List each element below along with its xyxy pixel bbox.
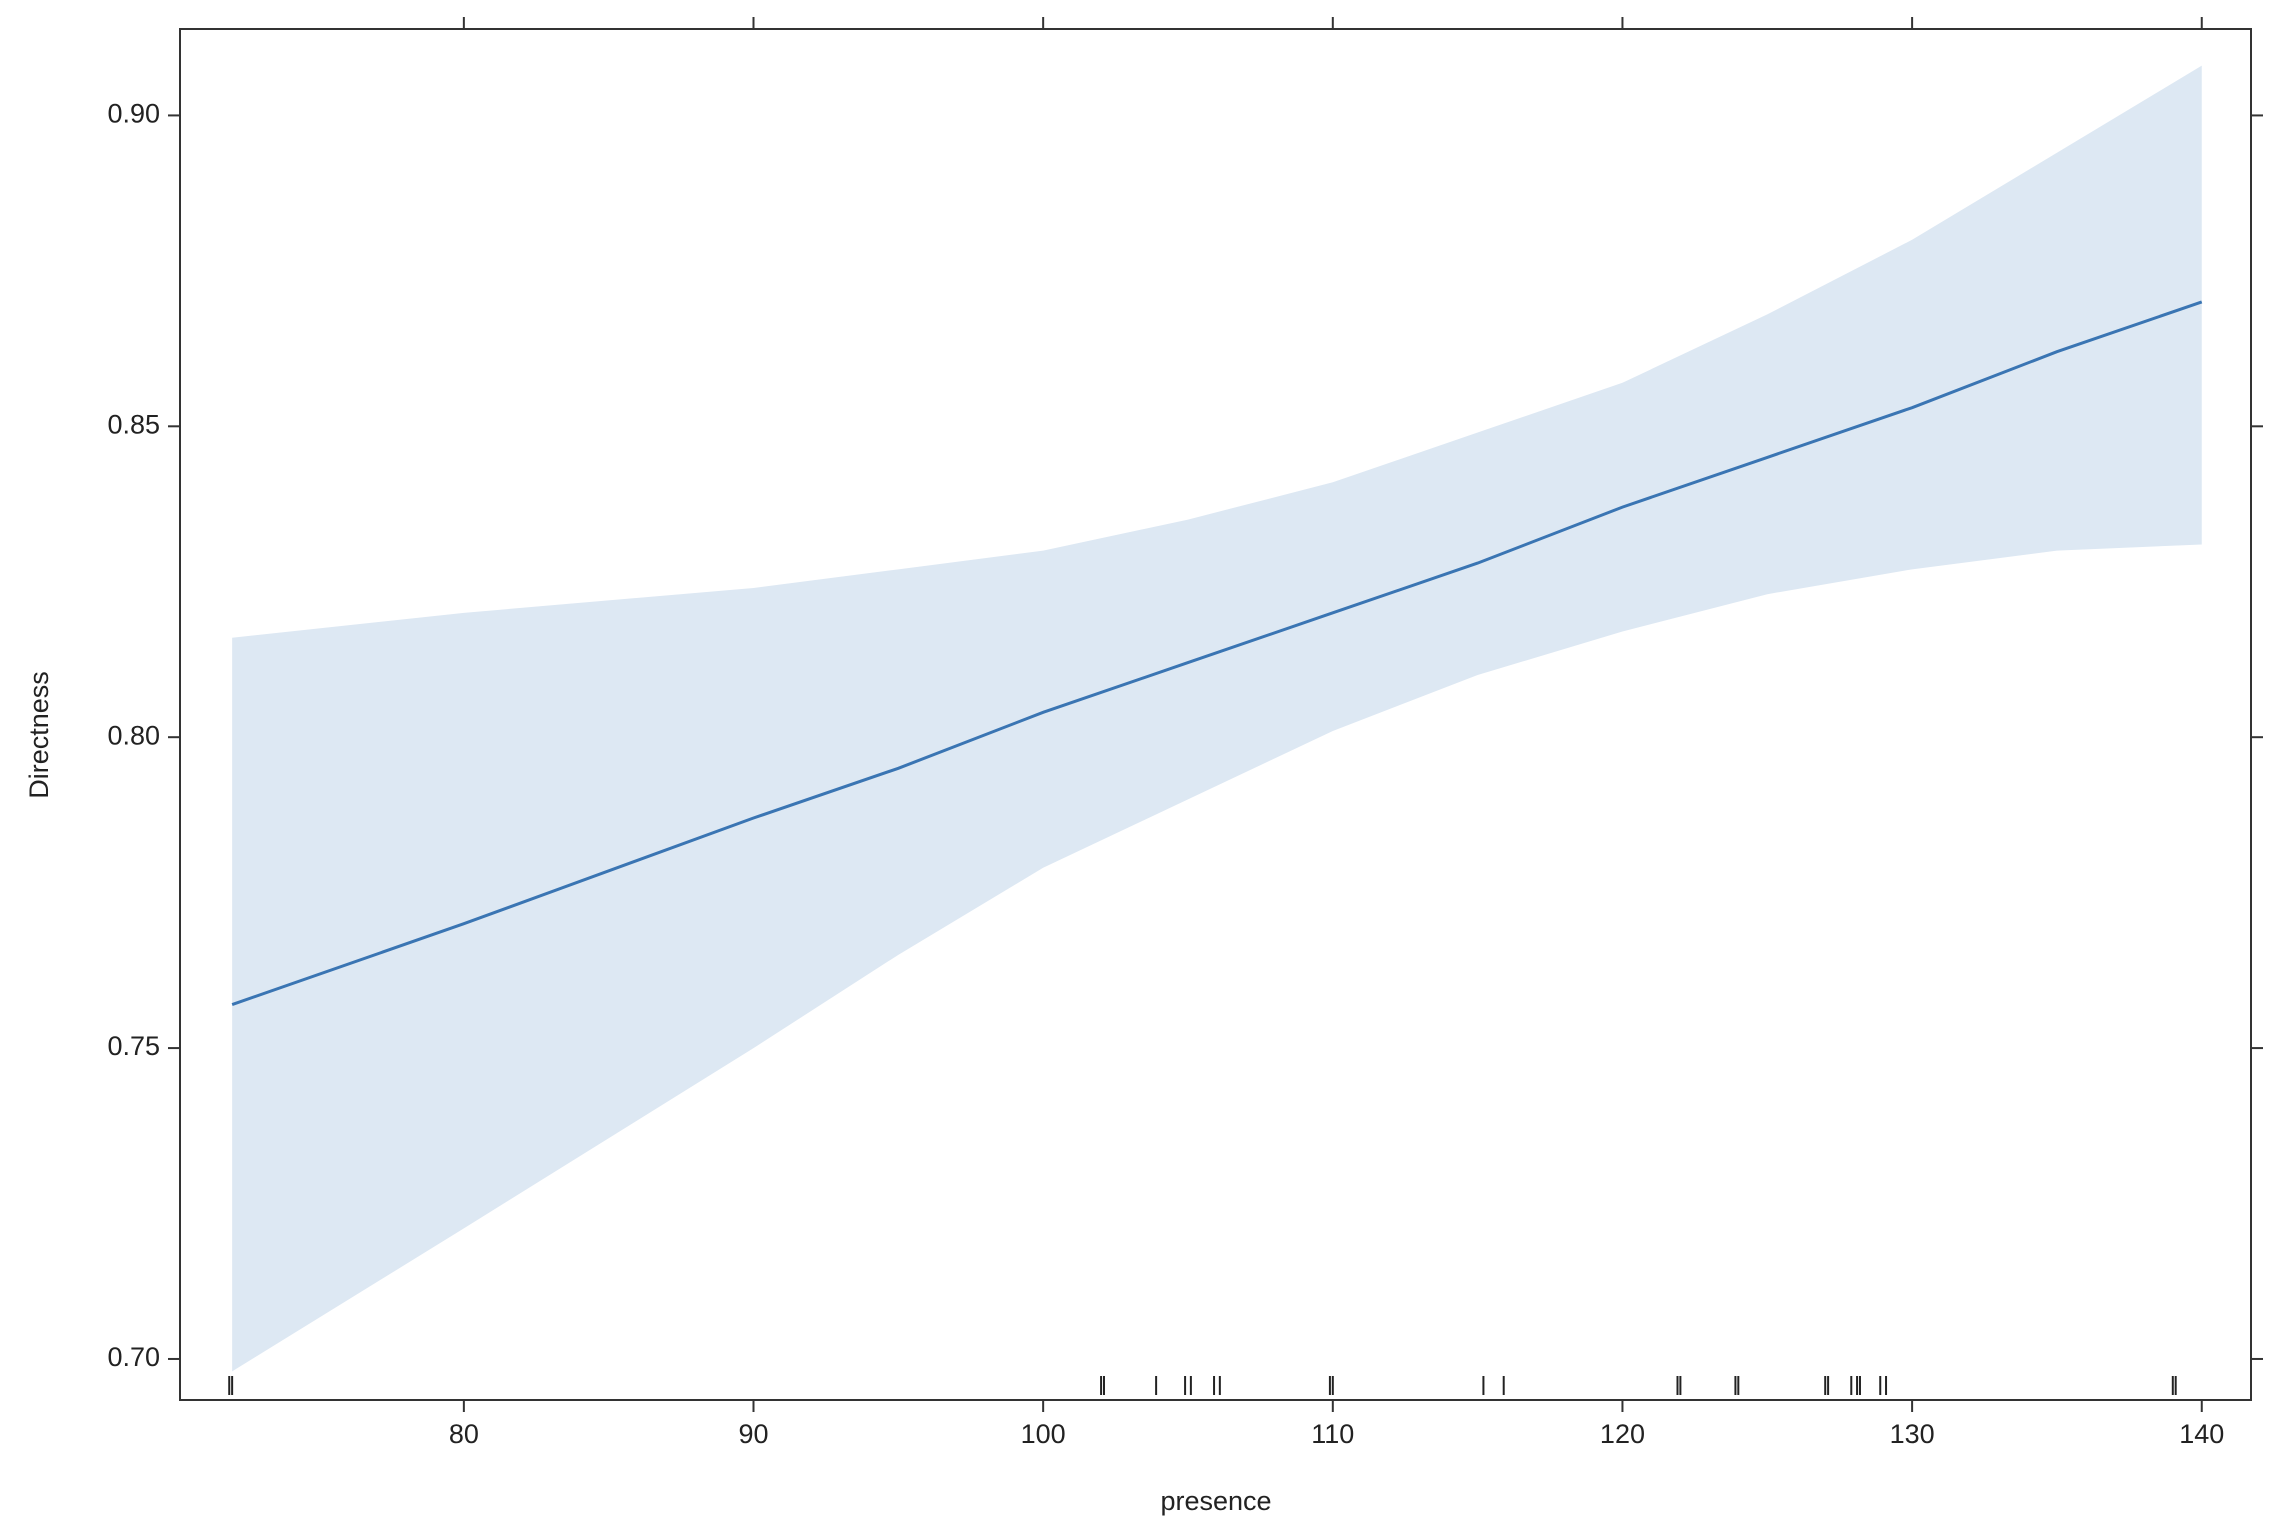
x-tick-label: 110 <box>1311 1419 1354 1449</box>
plot-frame <box>179 28 2252 1401</box>
y-tick-label: 0.75 <box>107 1031 160 1061</box>
y-axis-label: Directness <box>24 671 54 799</box>
x-tick-label: 130 <box>1890 1419 1935 1449</box>
x-tick-label: 80 <box>449 1419 479 1449</box>
y-tick-label: 0.70 <box>107 1342 160 1372</box>
x-tick-label: 100 <box>1021 1419 1066 1449</box>
fit-line <box>231 300 2203 1006</box>
x-axis-label: presence <box>1160 1486 1271 1516</box>
y-tick-label: 0.90 <box>107 99 160 129</box>
y-tick-label: 0.80 <box>107 720 160 750</box>
x-tick-label: 120 <box>1600 1419 1645 1449</box>
x-tick-label: 90 <box>738 1419 768 1449</box>
x-tick-label: 140 <box>2179 1419 2224 1449</box>
confidence-band <box>232 65 2202 1372</box>
y-tick-label: 0.85 <box>107 409 160 439</box>
